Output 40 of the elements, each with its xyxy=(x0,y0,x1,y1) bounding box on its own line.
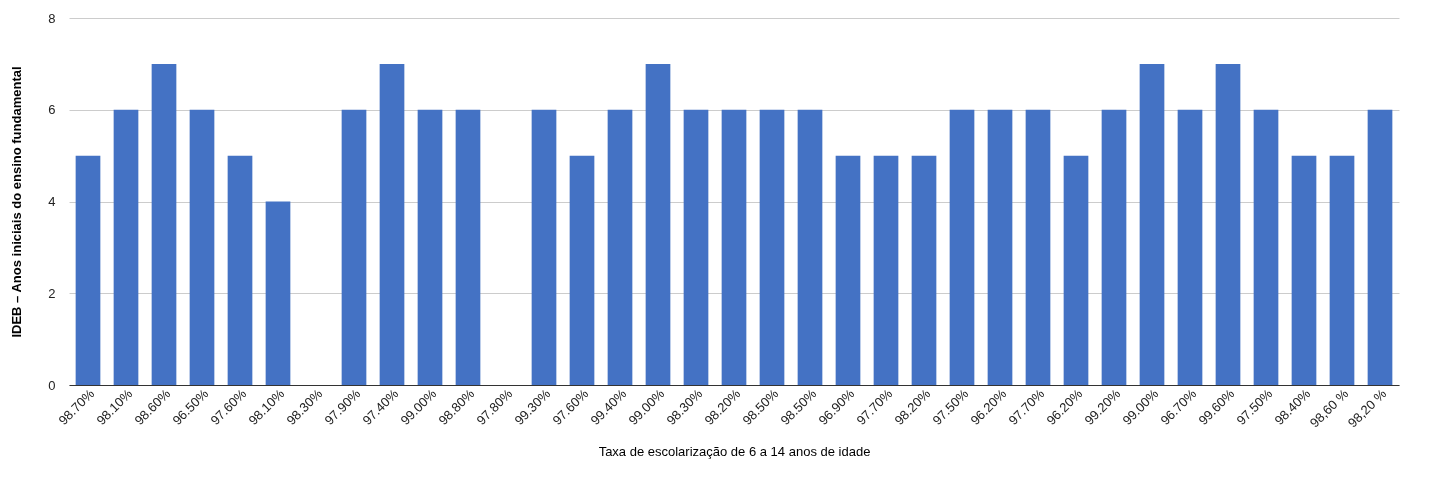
bar xyxy=(189,109,215,385)
x-axis-title: Taxa de escolarização de 6 a 14 anos de idade xyxy=(598,444,871,460)
bar xyxy=(75,155,101,385)
bar xyxy=(1025,109,1051,385)
y-axis-title: IDEB – Anos iniciais do ensino fundamental xyxy=(9,66,25,338)
bar xyxy=(531,109,557,385)
bar xyxy=(1177,109,1203,385)
y-tick-label: 4 xyxy=(48,194,56,209)
bar xyxy=(417,109,443,385)
bar xyxy=(379,63,405,385)
bar xyxy=(721,109,747,385)
bar xyxy=(113,109,139,385)
bar xyxy=(1253,109,1279,385)
bar xyxy=(645,63,671,385)
bar xyxy=(1291,155,1317,385)
bar xyxy=(873,155,899,385)
bar xyxy=(1367,109,1393,385)
bar xyxy=(1063,155,1089,385)
y-tick-label: 0 xyxy=(48,377,56,393)
bar xyxy=(1139,63,1165,385)
bar xyxy=(151,63,177,385)
bar xyxy=(683,109,709,385)
bar xyxy=(1329,155,1355,385)
y-tick-label: 6 xyxy=(48,102,56,118)
bar xyxy=(949,109,975,385)
bar xyxy=(797,109,823,385)
bar xyxy=(227,155,253,385)
bar xyxy=(1215,63,1241,385)
bar xyxy=(911,155,937,385)
bar xyxy=(987,109,1013,385)
bar xyxy=(1101,109,1127,385)
bar xyxy=(569,155,595,385)
bar xyxy=(759,109,785,385)
y-tick-label: 8 xyxy=(48,10,56,26)
bar xyxy=(265,201,291,385)
bar xyxy=(455,109,481,385)
bar xyxy=(607,109,633,385)
y-tick-label: 2 xyxy=(48,285,56,301)
bar xyxy=(341,109,367,385)
bar xyxy=(835,155,861,385)
